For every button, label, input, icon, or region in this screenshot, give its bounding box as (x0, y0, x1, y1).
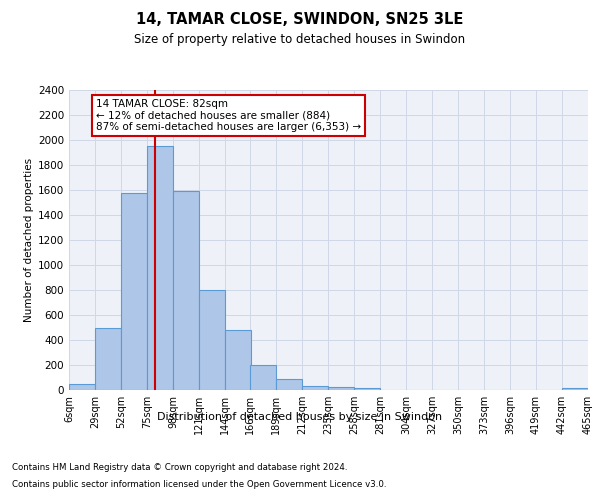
Text: 14 TAMAR CLOSE: 82sqm
← 12% of detached houses are smaller (884)
87% of semi-det: 14 TAMAR CLOSE: 82sqm ← 12% of detached … (96, 99, 361, 132)
Y-axis label: Number of detached properties: Number of detached properties (24, 158, 34, 322)
Bar (173, 191, 199, 390)
Bar (95, 328, 121, 390)
Bar (302, 386, 328, 390)
Bar (69, 384, 95, 390)
Bar (147, 146, 173, 390)
Bar (250, 365, 276, 390)
Bar (225, 330, 251, 390)
Bar (199, 290, 225, 390)
Bar (354, 388, 380, 390)
Text: Contains HM Land Registry data © Crown copyright and database right 2024.: Contains HM Land Registry data © Crown c… (12, 462, 347, 471)
Text: Size of property relative to detached houses in Swindon: Size of property relative to detached ho… (134, 32, 466, 46)
Bar (562, 388, 588, 390)
Bar (276, 379, 302, 390)
Text: Distribution of detached houses by size in Swindon: Distribution of detached houses by size … (157, 412, 443, 422)
Text: Contains public sector information licensed under the Open Government Licence v3: Contains public sector information licen… (12, 480, 386, 489)
Text: 14, TAMAR CLOSE, SWINDON, SN25 3LE: 14, TAMAR CLOSE, SWINDON, SN25 3LE (136, 12, 464, 28)
Bar (121, 192, 147, 390)
Bar (328, 387, 354, 390)
